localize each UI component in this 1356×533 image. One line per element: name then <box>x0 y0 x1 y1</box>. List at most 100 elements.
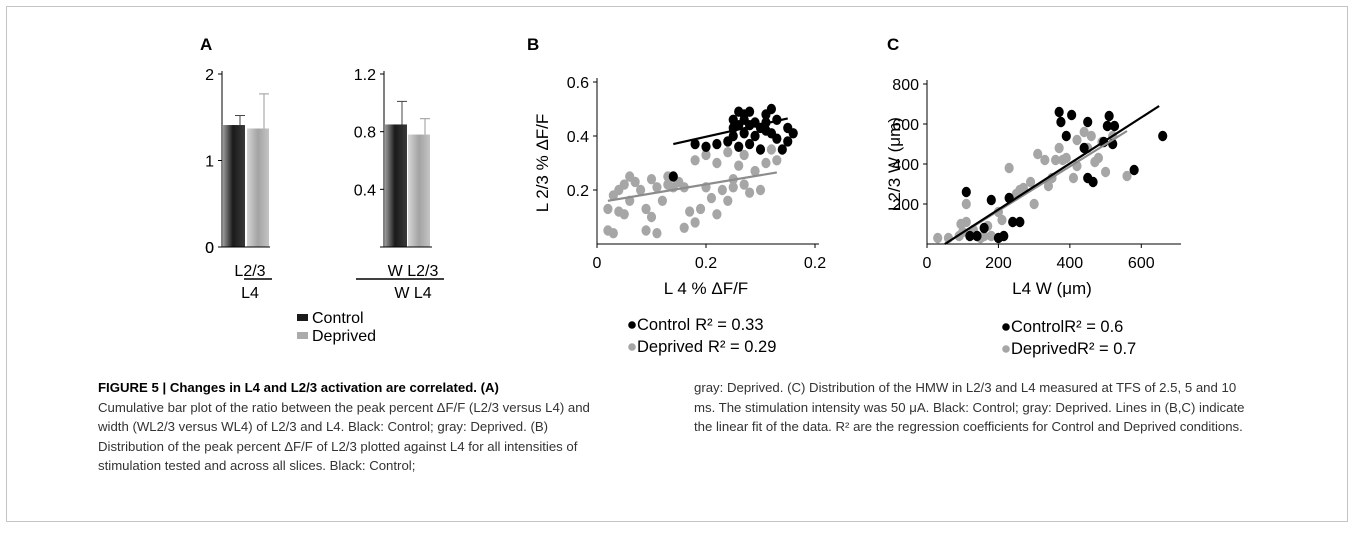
bar-deprived <box>247 128 269 247</box>
point-deprived <box>1068 172 1079 184</box>
x-tick-label: 0.2 <box>804 255 826 272</box>
point-deprived <box>608 228 618 239</box>
point-deprived <box>1025 176 1036 188</box>
point-control <box>1109 120 1120 132</box>
panel-label-c: C <box>887 35 899 54</box>
y-tick-label: 2 <box>205 67 214 84</box>
point-deprived <box>1072 134 1082 146</box>
point-deprived <box>1079 126 1089 138</box>
point-deprived <box>685 206 695 217</box>
point-control <box>783 136 793 147</box>
point-deprived <box>739 149 749 161</box>
x-axis-title: L 4 % ΔF/F <box>664 279 748 298</box>
y-tick-label: 800 <box>892 77 919 94</box>
point-deprived <box>1033 148 1043 160</box>
legend-marker-deprived <box>628 343 636 351</box>
point-control <box>961 186 971 198</box>
figure-frame <box>6 6 1348 522</box>
x-tick-label: 0 <box>593 255 602 272</box>
caption-text-left: Cumulative bar plot of the ratio between… <box>98 399 590 474</box>
point-deprived <box>652 182 662 193</box>
point-control <box>755 144 766 155</box>
point-deprived <box>1061 152 1071 164</box>
point-control <box>979 222 989 234</box>
legend-label-deprived: Deprived <box>312 328 376 345</box>
y-tick-label: 600 <box>892 117 919 134</box>
point-control <box>972 230 982 242</box>
point-deprived <box>761 157 771 169</box>
point-deprived <box>723 147 733 158</box>
point-control <box>1067 109 1077 121</box>
point-control <box>712 138 722 150</box>
point-control <box>690 138 700 150</box>
point-deprived <box>717 184 727 196</box>
point-deprived <box>734 160 744 171</box>
fit-line-control <box>673 117 788 146</box>
point-deprived <box>646 174 657 185</box>
point-control <box>1129 164 1139 176</box>
y-tick-label: 0.8 <box>354 125 376 142</box>
y-tick-label: 0.2 <box>567 183 589 200</box>
legend-r2-value: R² = 0.33 <box>695 316 763 334</box>
point-control <box>1083 116 1093 128</box>
x-tick-label: 0.2 <box>695 255 717 272</box>
legend-marker-deprived <box>1002 345 1010 353</box>
point-control <box>1015 216 1025 228</box>
x-tick-label: 0 <box>923 255 932 272</box>
legend-swatch-deprived <box>297 332 308 339</box>
x-label-bottom: L4 <box>241 285 259 302</box>
y-tick-label: 0.4 <box>567 129 589 146</box>
point-control <box>1056 116 1066 128</box>
point-deprived <box>641 203 651 215</box>
point-deprived <box>619 179 629 190</box>
legend-series-name: Deprived <box>1011 340 1077 358</box>
point-deprived <box>625 171 635 182</box>
legend-entry-control: ControlR² = 0.6 <box>1011 318 1123 336</box>
point-deprived <box>739 179 749 190</box>
x-axis-title: L4 W (μm) <box>1012 279 1092 298</box>
point-deprived <box>706 192 717 204</box>
point-control <box>668 171 678 182</box>
point-deprived <box>641 225 651 236</box>
point-control <box>734 141 744 152</box>
bar-control <box>385 124 407 247</box>
point-control <box>777 144 787 155</box>
point-deprived <box>979 230 989 242</box>
point-deprived <box>690 155 700 166</box>
point-deprived <box>1004 162 1014 174</box>
legend-label-control: Control <box>312 310 364 327</box>
fit-line-control <box>944 105 1160 245</box>
point-deprived <box>603 203 613 215</box>
point-control <box>1079 142 1089 154</box>
point-deprived <box>961 198 971 210</box>
y-tick-label: 0 <box>205 240 214 257</box>
legend-entry-control: Control R² = 0.33 <box>637 316 764 334</box>
point-control <box>766 103 777 115</box>
point-deprived <box>636 184 646 196</box>
point-control <box>1158 130 1168 142</box>
legend-r2-value: R² = 0.29 <box>708 338 776 356</box>
y-tick-label: 0.6 <box>567 75 589 92</box>
point-deprived <box>657 195 668 206</box>
point-control <box>701 141 711 152</box>
legend-entry-deprived: DeprivedR² = 0.7 <box>1011 340 1136 358</box>
x-label-top: L2/3 <box>234 263 265 280</box>
point-deprived <box>772 155 782 166</box>
point-control <box>761 125 771 136</box>
point-deprived <box>723 195 733 206</box>
point-control <box>745 106 755 117</box>
bar-deprived <box>408 134 430 247</box>
point-deprived <box>652 228 662 239</box>
point-control <box>739 128 749 139</box>
y-axis-title: L 2/3 % ΔF/F <box>533 114 552 213</box>
point-control <box>745 138 755 150</box>
point-deprived <box>619 209 629 220</box>
point-deprived <box>766 144 777 155</box>
caption-figure-label: FIGURE 5 | Changes in L4 and L2/3 activa… <box>98 380 499 395</box>
point-deprived <box>961 216 971 228</box>
point-deprived <box>1029 198 1039 210</box>
point-control <box>986 194 996 206</box>
legend-r2-value: R² = 0.6 <box>1064 318 1123 336</box>
